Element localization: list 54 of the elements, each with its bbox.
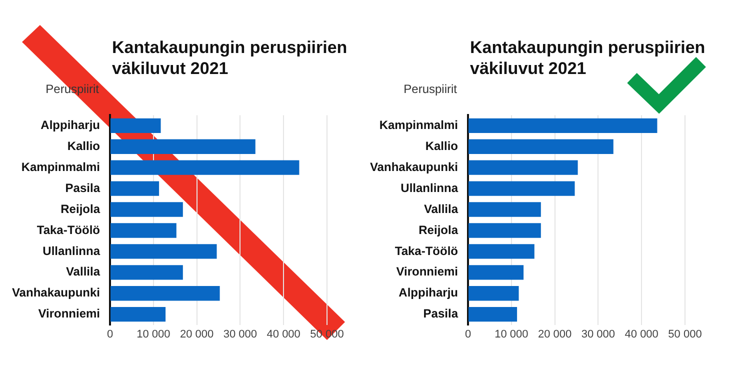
x-tick-label: 40 000 bbox=[624, 328, 658, 340]
bar bbox=[468, 244, 534, 259]
y-tick-label: Kallio bbox=[67, 138, 100, 153]
x-tick-label: 0 bbox=[464, 328, 472, 340]
bar bbox=[110, 286, 220, 301]
y-tick-label: Taka-Töölö bbox=[36, 222, 100, 237]
bar bbox=[468, 286, 519, 301]
x-tick-label: 0 bbox=[106, 328, 114, 340]
bar bbox=[468, 223, 541, 238]
y-tick-label: Alppiharju bbox=[40, 118, 100, 132]
bar bbox=[110, 118, 161, 134]
bar bbox=[110, 160, 300, 175]
y-tick-label: Kallio bbox=[425, 138, 458, 153]
bar bbox=[110, 139, 256, 154]
bar bbox=[468, 118, 658, 134]
y-tick-label: Kampinmalmi bbox=[21, 160, 100, 174]
bar bbox=[110, 244, 217, 259]
bar bbox=[110, 265, 183, 280]
bar bbox=[110, 202, 183, 217]
bar bbox=[468, 202, 541, 217]
x-tick-label: 20 000 bbox=[180, 328, 214, 340]
x-tick-label: 10 000 bbox=[136, 328, 170, 340]
y-axis-title: Peruspiirit bbox=[404, 82, 457, 96]
bar bbox=[110, 181, 160, 196]
x-tick-label: 30 000 bbox=[581, 328, 616, 340]
y-tick-label: Pasila bbox=[65, 180, 100, 195]
y-tick-label: Kampinmalmi bbox=[379, 118, 458, 132]
y-tick-label: Vanhakaupunki bbox=[370, 160, 458, 174]
bar bbox=[110, 223, 176, 238]
y-tick-label: Reijola bbox=[418, 222, 458, 237]
bar bbox=[468, 139, 614, 154]
y-tick-label: Pasila bbox=[423, 306, 458, 321]
y-tick-label: Vironniemi bbox=[396, 264, 458, 279]
x-tick-label: 50 000 bbox=[668, 328, 702, 340]
y-tick-label: Ullanlinna bbox=[42, 244, 100, 258]
bar bbox=[110, 306, 166, 322]
y-tick-label: Alppiharju bbox=[398, 286, 458, 300]
chart-title: Kantakaupungin peruspiirien väkiluvut 2021 bbox=[112, 37, 348, 79]
x-tick-label: 10 000 bbox=[494, 328, 528, 340]
y-tick-label: Taka-Töölö bbox=[394, 244, 458, 258]
x-tick-label: 20 000 bbox=[538, 328, 572, 340]
x-tick-label: 30 000 bbox=[223, 328, 258, 340]
y-tick-label: Vallila bbox=[66, 264, 100, 279]
bar bbox=[468, 265, 524, 280]
bar bbox=[468, 306, 518, 322]
y-tick-label: Ullanlinna bbox=[400, 180, 458, 195]
y-tick-label: Vironniemi bbox=[38, 306, 100, 321]
y-tick-label: Vanhakaupunki bbox=[12, 286, 100, 300]
bar bbox=[468, 181, 575, 196]
bar bbox=[468, 160, 578, 175]
x-tick-label: 40 000 bbox=[266, 328, 300, 340]
chart-title: Kantakaupungin peruspiirien väkiluvut 2021 bbox=[470, 37, 706, 79]
y-tick-label: Vallila bbox=[424, 202, 458, 216]
y-tick-label: Reijola bbox=[60, 202, 100, 216]
